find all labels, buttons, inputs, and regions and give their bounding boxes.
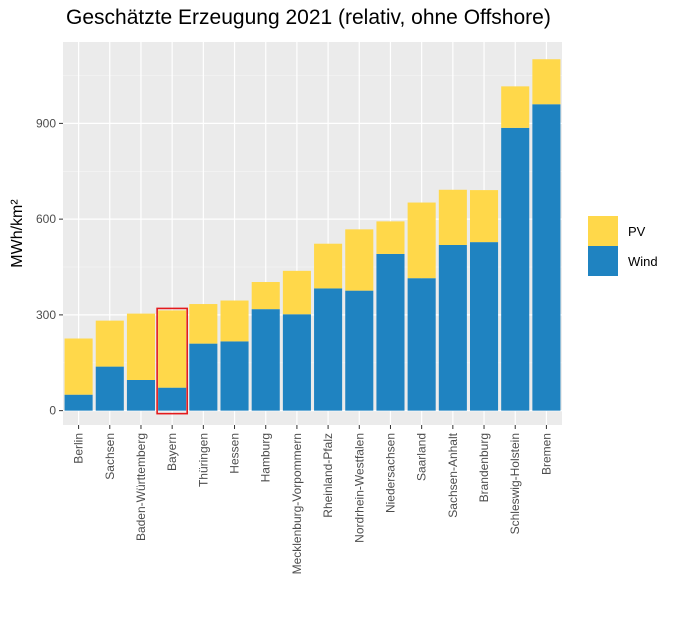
x-tick-label: Hamburg — [259, 433, 273, 482]
x-tick-label: Schleswig-Holstein — [508, 433, 522, 534]
y-axis-title: MWh/km² — [9, 199, 26, 268]
bar-wind-6 — [251, 309, 280, 411]
x-tick-label: Sachsen — [103, 433, 117, 480]
bar-wind-2 — [126, 379, 156, 411]
x-tick-label: Hessen — [228, 433, 242, 474]
bar-pv-6 — [251, 282, 280, 310]
y-tick-label: 0 — [49, 404, 56, 418]
bar-pv-9 — [345, 229, 374, 291]
bar-pv-11 — [407, 202, 436, 279]
bar-wind-0 — [64, 394, 93, 411]
bar-wind-3 — [158, 387, 187, 411]
legend-key-pv — [588, 216, 618, 246]
bar-pv-3 — [158, 310, 187, 388]
bar-pv-12 — [438, 189, 467, 245]
bar-wind-15 — [532, 104, 561, 411]
y-tick-label: 300 — [36, 308, 56, 322]
legend-label-pv: PV — [628, 224, 646, 239]
bar-wind-7 — [282, 314, 311, 411]
bar-wind-1 — [95, 366, 124, 411]
bar-wind-4 — [189, 343, 218, 411]
bar-pv-8 — [314, 243, 343, 289]
bar-pv-15 — [532, 59, 561, 105]
bar-pv-7 — [282, 270, 311, 315]
bar-pv-10 — [376, 221, 405, 254]
x-tick-label: Bremen — [539, 433, 553, 475]
y-tick-label: 900 — [36, 116, 56, 130]
bar-pv-1 — [95, 320, 124, 367]
bar-wind-11 — [407, 278, 436, 411]
legend-label-wind: Wind — [628, 254, 658, 269]
bar-pv-14 — [501, 86, 530, 128]
bar-wind-10 — [376, 253, 405, 411]
x-tick-label: Saarland — [415, 433, 429, 481]
bar-wind-8 — [314, 288, 343, 411]
x-tick-label: Thüringen — [196, 433, 210, 487]
legend-key-wind — [588, 246, 618, 276]
bar-pv-4 — [189, 304, 218, 344]
x-tick-label: Rheinland-Pfalz — [321, 433, 335, 518]
bar-wind-13 — [469, 242, 499, 411]
x-tick-label: Mecklenburg-Vorpommern — [290, 433, 304, 574]
bar-pv-13 — [469, 190, 499, 243]
x-tick-label: Berlin — [72, 433, 86, 464]
bar-wind-12 — [438, 244, 467, 411]
x-tick-label: Nordrhein-Westfalen — [352, 433, 366, 543]
x-tick-label: Niedersachsen — [383, 433, 397, 513]
bar-pv-2 — [126, 313, 156, 380]
x-tick-label: Sachsen-Anhalt — [446, 432, 460, 517]
x-tick-label: Bayern — [165, 433, 179, 471]
highlight-box — [156, 307, 188, 415]
bar-wind-14 — [501, 127, 530, 411]
bar-wind-5 — [220, 341, 249, 411]
x-tick-label: Baden-Württemberg — [134, 433, 148, 541]
chart-title: Geschätzte Erzeugung 2021 (relativ, ohne… — [66, 6, 551, 29]
bar-pv-0 — [64, 338, 93, 395]
y-tick-label: 600 — [36, 212, 56, 226]
bar-pv-5 — [220, 300, 249, 342]
bar-wind-9 — [345, 290, 374, 411]
x-tick-label: Brandenburg — [477, 433, 491, 502]
